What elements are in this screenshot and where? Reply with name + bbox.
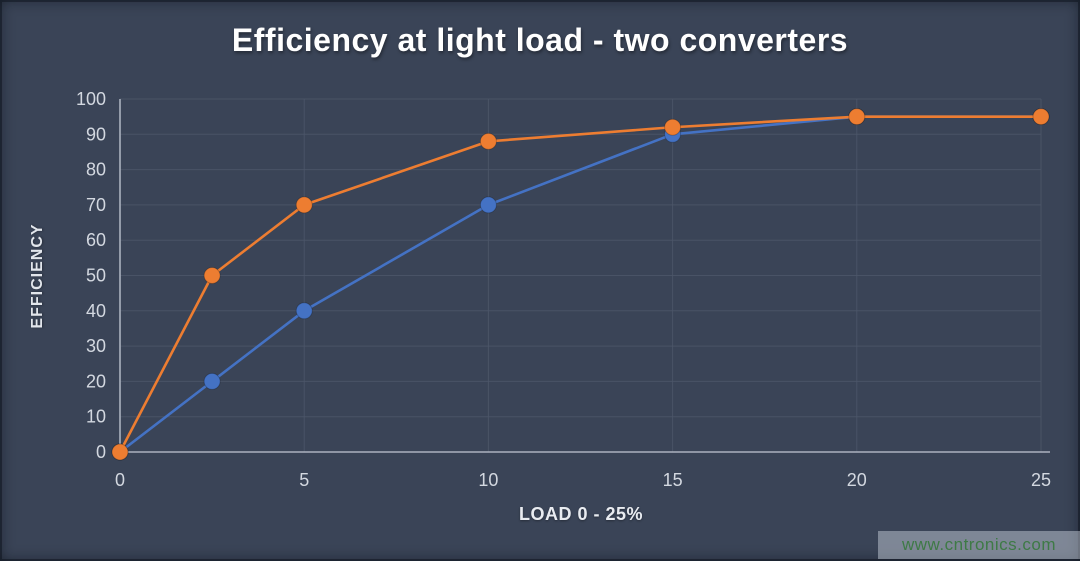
data-point-converter-orange (1032, 108, 1050, 126)
watermark-band: www.cntronics.com (878, 531, 1080, 559)
y-tick-label: 30 (86, 336, 106, 356)
data-point-converter-orange (203, 267, 221, 284)
data-point-converter-orange (111, 443, 129, 461)
y-tick-label: 70 (86, 195, 106, 215)
x-axis-title: LOAD 0 - 25% (518, 504, 644, 524)
x-tick-label: 10 (478, 470, 498, 490)
x-tick-label: 20 (847, 470, 867, 490)
series-line-converter-orange (118, 115, 1041, 453)
x-tick-label: 0 (115, 470, 125, 490)
y-tick-label: 20 (86, 371, 106, 391)
data-point-converter-orange (664, 118, 682, 136)
y-tick-label: 10 (86, 407, 106, 427)
data-point-converter-blue (295, 302, 313, 320)
y-tick-label: 100 (76, 89, 106, 109)
y-tick-label: 90 (86, 124, 106, 144)
y-tick-label: 60 (86, 230, 106, 250)
chart-title: Efficiency at light load - two converter… (231, 22, 849, 58)
x-tick-label: 15 (663, 470, 683, 490)
data-point-converter-blue (203, 372, 221, 390)
x-tick-label: 25 (1031, 470, 1051, 490)
series-line-converter-blue (119, 115, 1041, 454)
watermark-text: www.cntronics.com (902, 535, 1056, 554)
data-point-converter-orange (295, 196, 313, 214)
data-point-converter-blue (479, 196, 497, 214)
data-point-converter-orange (848, 108, 866, 126)
y-tick-label: 50 (86, 266, 106, 286)
y-axis-title: EFFICIENCY (29, 223, 46, 329)
data-point-converter-orange (479, 132, 497, 150)
y-tick-label: 40 (86, 301, 106, 321)
y-tick-label: 0 (96, 442, 106, 462)
y-tick-label: 80 (86, 160, 106, 180)
x-tick-label: 5 (299, 470, 309, 490)
